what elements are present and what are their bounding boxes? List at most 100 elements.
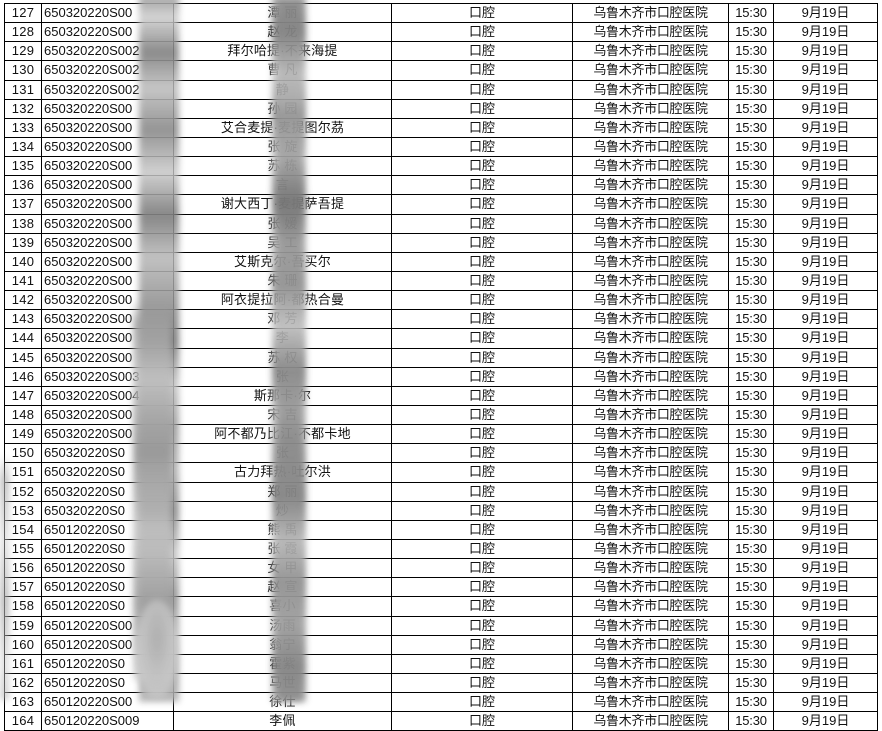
cell-index: 141 — [4, 270, 42, 292]
cell-name: 曹 凡 — [173, 60, 392, 81]
table-row[interactable]: 162 650120220S0 马世 口腔 乌鲁木齐市口腔医院 15:30 9月19日 — [4, 672, 878, 694]
table-row[interactable]: 142 650320220S00 阿衣提拉阿·都热合曼 口腔 乌鲁木齐市口腔医院 15:3… — [4, 290, 878, 311]
cell-index: 155 — [4, 538, 42, 560]
table-row[interactable]: 130 650320220S002 曹 凡口腔 乌鲁木齐市口腔医院 15:30 9月19日 — [4, 60, 878, 81]
table-row[interactable]: 156 650120220S0 女 甲口腔 乌鲁木齐市口腔医院 15:30 9月19日 — [4, 558, 878, 579]
table-row[interactable]: 133 650320220S00 艾合麦提·麦提图尔茘 口腔 乌鲁木齐市口腔医院 15:3… — [4, 117, 878, 138]
cell-date: 9月19日 — [773, 79, 878, 100]
cell-id: 650120220S0 — [41, 672, 174, 694]
cell-id: 650320220S00 — [41, 213, 174, 234]
cell-id: 650320220S002 — [41, 79, 174, 100]
cell-department: 口腔 — [391, 22, 573, 43]
table-row[interactable]: 137 650320220S00 谢大西丁·麦提萨吾提 口腔 乌鲁木齐市口腔医院 15:3… — [4, 194, 878, 215]
table-row[interactable]: 158 650120220S0 喜小 口腔 乌鲁木齐市口腔医院 15:30 9月19日 — [4, 596, 878, 617]
cell-index: 149 — [4, 424, 42, 445]
table-row[interactable]: 144 650320220S00 李口腔 乌鲁木齐市口腔医院 15:30 9月19日 — [4, 328, 878, 349]
cell-date: 9月19日 — [773, 156, 878, 177]
table-row[interactable]: 145 650320220S00 苏 权口腔 乌鲁木齐市口腔医院 15:30 9月19日 — [4, 347, 878, 368]
table-row[interactable]: 146 650320220S003 张口腔 乌鲁木齐市口腔医院 15:30 9月19日 — [4, 366, 878, 387]
cell-hospital: 乌鲁木齐市口腔医院 — [572, 251, 729, 272]
table-row[interactable]: 134 650320220S00 张 旋口腔 乌鲁木齐市口腔医院 15:30 9月19日 — [4, 136, 878, 158]
table-row[interactable]: 127 650320220S00 潭 丽口腔 乌鲁木齐市口腔医院 15:30 9月19日 — [4, 2, 878, 24]
cell-department: 口腔 — [391, 596, 573, 617]
cell-name: 拜尔哈提·不来海提 — [173, 41, 392, 62]
cell-index: 161 — [4, 653, 42, 674]
cell-time: 15:30 — [728, 22, 774, 43]
table-row[interactable]: 164 650120220S009 李佩 口腔 乌鲁木齐市口腔医院 15:30 9月19日 — [4, 711, 878, 731]
table-row[interactable]: 147 650320220S004 斯那卡·尔 口腔 乌鲁木齐市口腔医院 15:30 9月1… — [4, 385, 878, 406]
table-row[interactable]: 160 650120220S00 翁宁 口腔 乌鲁木齐市口腔医院 15:30 9月19日 — [4, 634, 878, 655]
cell-index: 134 — [4, 136, 42, 158]
cell-hospital: 乌鲁木齐市口腔医院 — [572, 711, 729, 731]
cell-name: 言 — [173, 175, 392, 196]
cell-department: 口腔 — [391, 366, 573, 387]
cell-index: 154 — [4, 519, 42, 540]
cell-index: 135 — [4, 156, 42, 177]
table-row[interactable]: 152 650320220S0 郑 丽口腔 乌鲁木齐市口腔医院 15:30 9月19日 — [4, 481, 878, 502]
cell-hospital: 乌鲁木齐市口腔医院 — [572, 634, 729, 655]
cell-hospital: 乌鲁木齐市口腔医院 — [572, 98, 729, 119]
cell-department: 口腔 — [391, 328, 573, 349]
cell-date: 9月19日 — [773, 424, 878, 445]
table-row[interactable]: 141 650320220S00 朱 珊口腔 乌鲁木齐市口腔医院 15:30 9月19日 — [4, 270, 878, 292]
cell-name: 女 甲 — [173, 558, 392, 579]
cell-name: 赵 宣 — [173, 577, 392, 598]
table-row[interactable]: 150 650320220S0 张口腔 乌鲁木齐市口腔医院 15:30 9月19日 — [4, 443, 878, 464]
cell-index: 152 — [4, 481, 42, 502]
cell-id: 650320220S0 — [41, 481, 174, 502]
table-row[interactable]: 129 650320220S002 拜尔哈提·不来海提 口腔 乌鲁木齐市口腔医院 15:3… — [4, 41, 878, 62]
table-row[interactable]: 154 650120220S0 熊 禹口腔 乌鲁木齐市口腔医院 15:30 9月19日 — [4, 519, 878, 540]
cell-time: 15:30 — [728, 404, 774, 426]
cell-index: 137 — [4, 194, 42, 215]
cell-index: 130 — [4, 60, 42, 81]
cell-hospital: 乌鲁木齐市口腔医院 — [572, 347, 729, 368]
cell-date: 9月19日 — [773, 22, 878, 43]
table-row[interactable]: 140 650320220S00 艾斯克尔·吾买尔 口腔 乌鲁木齐市口腔医院 15:30 9… — [4, 251, 878, 272]
cell-id: 650320220S0 — [41, 500, 174, 521]
cell-department: 口腔 — [391, 309, 573, 330]
table-row[interactable]: 135 650320220S00 苏 栋口腔 乌鲁木齐市口腔医院 15:30 9月19日 — [4, 156, 878, 177]
cell-time: 15:30 — [728, 136, 774, 158]
table-row[interactable]: 157 650120220S0 赵 宣口腔 乌鲁木齐市口腔医院 15:30 9月19日 — [4, 577, 878, 598]
table-row[interactable]: 161 650120220S0 霍紫 口腔 乌鲁木齐市口腔医院 15:30 9月19日 — [4, 653, 878, 674]
cell-id: 650320220S003 — [41, 366, 174, 387]
cell-id: 650320220S00 — [41, 117, 174, 138]
table-row[interactable]: 138 650320220S00 张 媛口腔 乌鲁木齐市口腔医院 15:30 9月19日 — [4, 213, 878, 234]
cell-id: 650120220S00 — [41, 634, 174, 655]
table-row[interactable]: 163 650120220S00 徐仕 口腔 乌鲁木齐市口腔医院 15:30 9月19日 — [4, 692, 878, 713]
table-row[interactable]: 139 650320220S00 吴 工口腔 乌鲁木齐市口腔医院 15:30 9月19日 — [4, 232, 878, 253]
table-row[interactable]: 132 650320220S00 孙 园口腔 乌鲁木齐市口腔医院 15:30 9月19日 — [4, 98, 878, 119]
cell-date: 9月19日 — [773, 290, 878, 311]
cell-name: 李佩 — [173, 711, 392, 731]
table-row[interactable]: 151 650320220S0 古力拜热·吐尔洪 口腔 乌鲁木齐市口腔医院 15:30 9月… — [4, 462, 878, 483]
cell-department: 口腔 — [391, 672, 573, 694]
cell-time: 15:30 — [728, 653, 774, 674]
cell-hospital: 乌鲁木齐市口腔医院 — [572, 232, 729, 253]
table-row[interactable]: 155 650120220S0 张 霞口腔 乌鲁木齐市口腔医院 15:30 9月19日 — [4, 538, 878, 560]
cell-hospital: 乌鲁木齐市口腔医院 — [572, 2, 729, 24]
table-row[interactable]: 143 650320220S00 邓 芳口腔 乌鲁木齐市口腔医院 15:30 9月19日 — [4, 309, 878, 330]
cell-date: 9月19日 — [773, 175, 878, 196]
table-row[interactable]: 153 650320220S0 炒口腔 乌鲁木齐市口腔医院 15:30 9月19日 — [4, 500, 878, 521]
cell-time: 15:30 — [728, 117, 774, 138]
cell-name: 徐仕 — [173, 692, 392, 713]
cell-id: 650320220S00 — [41, 2, 174, 24]
table-row[interactable]: 128 650320220S00 赵 龙口腔 乌鲁木齐市口腔医院 15:30 9月19日 — [4, 22, 878, 43]
cell-time: 15:30 — [728, 290, 774, 311]
cell-id: 650320220S00 — [41, 156, 174, 177]
table-row[interactable]: 131 650320220S002 静口腔 乌鲁木齐市口腔医院 15:30 9月19日 — [4, 79, 878, 100]
cell-id: 650120220S0 — [41, 558, 174, 579]
cell-name: 汤雨 — [173, 615, 392, 636]
table-row[interactable]: 148 650320220S00 宋 吉口腔 乌鲁木齐市口腔医院 15:30 9月19日 — [4, 404, 878, 426]
cell-hospital: 乌鲁木齐市口腔医院 — [572, 672, 729, 694]
cell-hospital: 乌鲁木齐市口腔医院 — [572, 653, 729, 674]
cell-name: 张 — [173, 366, 392, 387]
table-row[interactable]: 136 650320220S00 言口腔 乌鲁木齐市口腔医院 15:30 9月19日 — [4, 175, 878, 196]
cell-id: 650120220S0 — [41, 577, 174, 598]
table-row[interactable]: 149 650320220S00 阿不都乃比江·不都卡地 口腔 乌鲁木齐市口腔医院 15:… — [4, 424, 878, 445]
cell-hospital: 乌鲁木齐市口腔医院 — [572, 500, 729, 521]
cell-index: 160 — [4, 634, 42, 655]
table-row[interactable]: 159 650120220S00 汤雨 口腔 乌鲁木齐市口腔医院 15:30 9月19日 — [4, 615, 878, 636]
cell-department: 口腔 — [391, 481, 573, 502]
cell-hospital: 乌鲁木齐市口腔医院 — [572, 79, 729, 100]
